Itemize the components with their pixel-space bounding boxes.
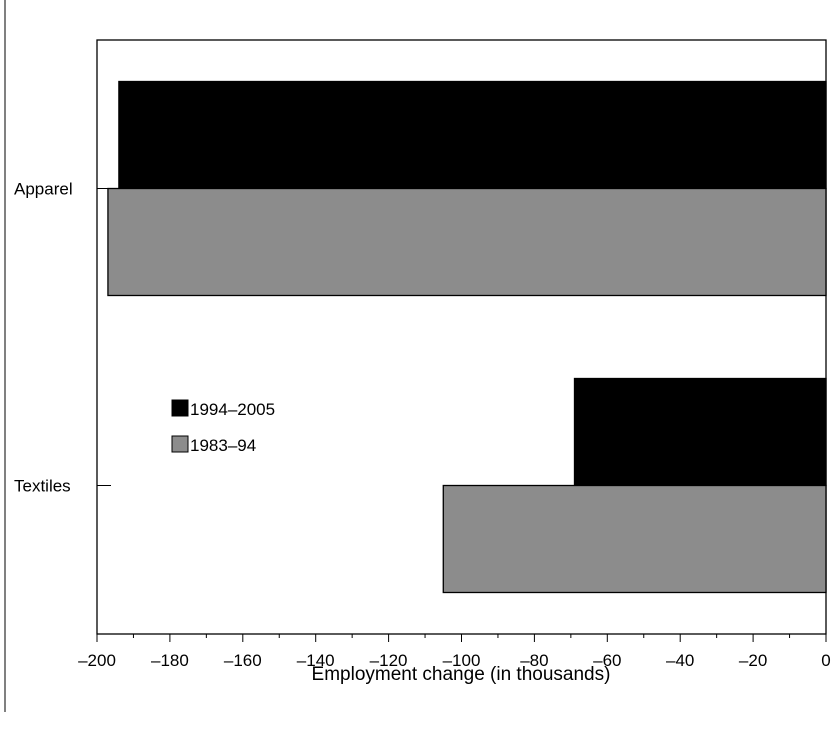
x-tick-label: –180: [151, 651, 189, 670]
x-axis: –200 –180 –160 –140 –120 –100 –80 –60 –40 –20 0: [78, 634, 831, 670]
y-tick-label: Apparel: [14, 180, 73, 199]
x-tick-label: 0: [821, 651, 830, 670]
legend: 1994–2005 1983–94: [171, 399, 275, 455]
x-tick-label: –120: [370, 651, 408, 670]
bar-textiles-series-2: [442, 484, 827, 594]
bar-apparel-series-2: [107, 187, 827, 297]
legend-swatch: [171, 399, 189, 417]
x-tick-label: –140: [297, 651, 335, 670]
bars-group: [107, 80, 827, 594]
bar-apparel-series-1: [118, 80, 827, 190]
y-tick-label: Textiles: [14, 477, 71, 496]
x-tick-label: –60: [593, 651, 621, 670]
x-tick-label: –40: [666, 651, 694, 670]
legend-label: 1994–2005: [190, 400, 275, 419]
y-axis: Apparel Textiles: [14, 180, 111, 496]
legend-label: 1983–94: [190, 436, 256, 455]
x-tick-label: –160: [224, 651, 262, 670]
legend-swatch: [171, 435, 189, 453]
x-tick-label: –20: [739, 651, 767, 670]
x-axis-label: Employment change (in thousands): [312, 664, 611, 685]
x-tick-label: –200: [78, 651, 116, 670]
bar-textiles-series-1: [573, 377, 827, 487]
x-tick-label: –100: [443, 651, 481, 670]
x-tick-label: –80: [520, 651, 548, 670]
